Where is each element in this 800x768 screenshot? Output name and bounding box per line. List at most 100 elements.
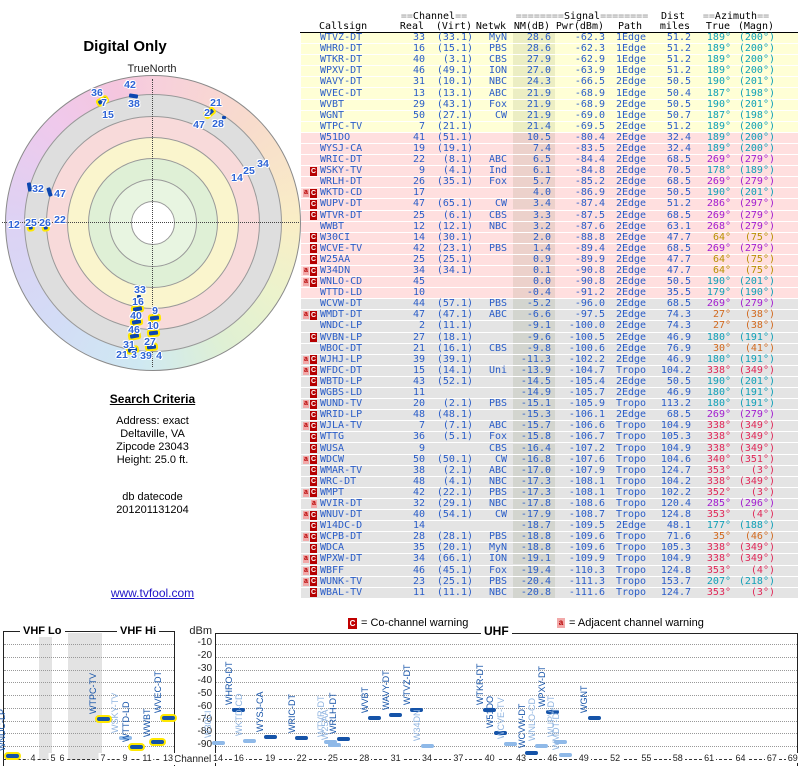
uhf-channel-tick: 43	[514, 753, 529, 763]
table-row: a C WPXW-DT 34 (66.1) ION -19.1 -109.9 Tropo 104.…	[301, 554, 798, 566]
virtual-channel-cell: (35.1)	[436, 176, 473, 188]
virtual-channel-cell: (25.1)	[436, 575, 473, 587]
grid-line	[216, 720, 797, 722]
magn-azimuth-cell: (41°)	[744, 342, 775, 354]
miles-cell: 51.2	[666, 120, 691, 132]
virtual-channel-cell: (11.1)	[436, 586, 473, 598]
path-cell: 2Edge	[615, 287, 647, 299]
co-channel-warning-icon: C	[310, 233, 317, 243]
network-cell: Fox	[488, 176, 507, 188]
magn-azimuth-cell: (198°)	[738, 109, 775, 121]
virtual-channel-cell: (57.1)	[436, 298, 473, 310]
table-row: C WBTD-LP 43 (52.1) -14.5 -105.4 2Edge 50.5 190°…	[301, 376, 798, 388]
virtual-channel-cell: (48.1)	[436, 409, 473, 421]
pwr-cell: -90.8	[574, 276, 605, 288]
grid-line	[4, 644, 174, 645]
true-azimuth-cell: 285°	[706, 497, 731, 509]
polar-channel-label: 2	[204, 107, 210, 119]
polar-channel-label: 40	[130, 310, 142, 322]
real-channel-cell: 20	[412, 398, 425, 410]
network-cell: ABC	[488, 464, 507, 476]
nm-cell: 27.0	[513, 66, 555, 77]
callsign-cell: W14DC-D	[320, 520, 363, 532]
table-row: WTVZ-DT 33 (33.1) MyN 28.6 -62.3 1Edge 51.2 189°…	[301, 32, 798, 45]
dbm-tick-label: -30	[197, 662, 212, 674]
path-cell: Tropo	[615, 364, 647, 376]
pwr-cell: -104.7	[568, 364, 605, 376]
true-azimuth-cell: 286°	[706, 198, 731, 210]
col-miles: miles	[659, 21, 690, 32]
co-channel-warning-icon: C	[310, 266, 317, 276]
virtual-channel-cell: (4.1)	[442, 475, 473, 487]
path-cell: 2Edge	[615, 176, 647, 188]
miles-cell: 51.2	[666, 32, 691, 44]
pwr-cell: -109.5	[568, 520, 605, 532]
virtual-channel-cell: (28.1)	[436, 531, 473, 543]
magn-azimuth-cell: (297°)	[738, 198, 775, 210]
warning-cell: C	[301, 477, 317, 487]
true-azimuth-cell: 64°	[712, 253, 731, 265]
co-channel-warning-icon: C	[310, 399, 317, 409]
nm-cell: -9.8	[513, 343, 555, 354]
table-row: a C WJHJ-LP 39 (39.1) -11.3 -102.2 2Edge 46.9 180…	[301, 353, 798, 366]
uhf-channel-tick: 49	[576, 753, 591, 763]
nm-cell: -18.8	[513, 543, 555, 554]
nm-cell: 21.4	[513, 121, 555, 132]
azimuth-group-header: ==Azimuth==	[702, 10, 770, 22]
nm-cell: -16.8	[513, 454, 555, 465]
uhf-channel-tick: 64	[733, 753, 748, 763]
grid-line	[216, 682, 797, 684]
real-channel-cell: 34	[412, 265, 425, 277]
polar-channel-label: 32	[32, 183, 44, 195]
magn-azimuth-cell: (279°)	[738, 409, 775, 421]
real-channel-cell: 48	[412, 409, 425, 421]
page-title: Digital Only	[83, 38, 167, 55]
real-channel-cell: 15	[412, 364, 425, 376]
pwr-cell: -108.7	[568, 509, 605, 521]
path-cell: 2Edge	[615, 165, 647, 177]
callsign-cell: WTTD-LD	[320, 287, 363, 299]
true-azimuth-cell: 269°	[706, 154, 731, 166]
miles-cell: 104.2	[660, 364, 691, 376]
miles-cell: 104.9	[660, 420, 691, 432]
callsign-cell: WYSJ-CA	[320, 142, 363, 154]
polar-station-marker	[222, 116, 226, 119]
magn-azimuth-cell: (4°)	[750, 509, 775, 521]
network-cell: CW	[494, 453, 507, 465]
path-cell: 2Edge	[615, 387, 647, 399]
co-channel-warning-icon: C	[310, 333, 317, 343]
co-channel-warning-icon: C	[310, 255, 317, 265]
true-azimuth-cell: 187°	[706, 109, 731, 121]
co-channel-warning-icon: C	[348, 617, 357, 629]
station-bar	[118, 736, 132, 741]
station-bar	[587, 716, 601, 721]
warning-cell: C	[301, 233, 317, 243]
pwr-cell: -106.6	[568, 420, 605, 432]
true-azimuth-cell: 338°	[706, 420, 731, 432]
warning-cell: a	[301, 499, 317, 508]
tvfool-link[interactable]: www.tvfool.com	[110, 586, 195, 600]
station-label: WKTD-CD	[234, 693, 245, 737]
path-cell: Tropo	[615, 420, 647, 432]
true-azimuth-cell: 269°	[706, 209, 731, 221]
magn-azimuth-cell: (191°)	[738, 387, 775, 399]
magn-azimuth-cell: (279°)	[738, 220, 775, 232]
polar-channel-label: 42	[124, 79, 136, 91]
true-azimuth-cell: 180°	[706, 353, 731, 365]
real-channel-cell: 21	[412, 342, 425, 354]
network-cell: NBC	[488, 586, 507, 598]
miles-cell: 50.5	[666, 276, 691, 288]
grid-line	[4, 682, 174, 684]
table-row: WNDC-LP 2 (11.1) -9.1 -100.0 2Edge 74.3 27° (38°…	[301, 321, 798, 333]
table-row: C WGBS-LD 11 -14.9 -105.7 2Edge 46.9 180° (191°)	[301, 387, 798, 400]
real-channel-cell: 14	[412, 231, 425, 243]
uhf-channel-tick: 37	[451, 753, 466, 763]
station-bar	[535, 744, 549, 749]
true-azimuth-cell: 352°	[706, 486, 731, 498]
nm-cell: -16.4	[513, 443, 555, 454]
path-cell: 2Edge	[615, 231, 647, 243]
path-cell: Tropo	[615, 497, 647, 509]
adjacent-channel-warning-icon: a	[557, 618, 565, 628]
